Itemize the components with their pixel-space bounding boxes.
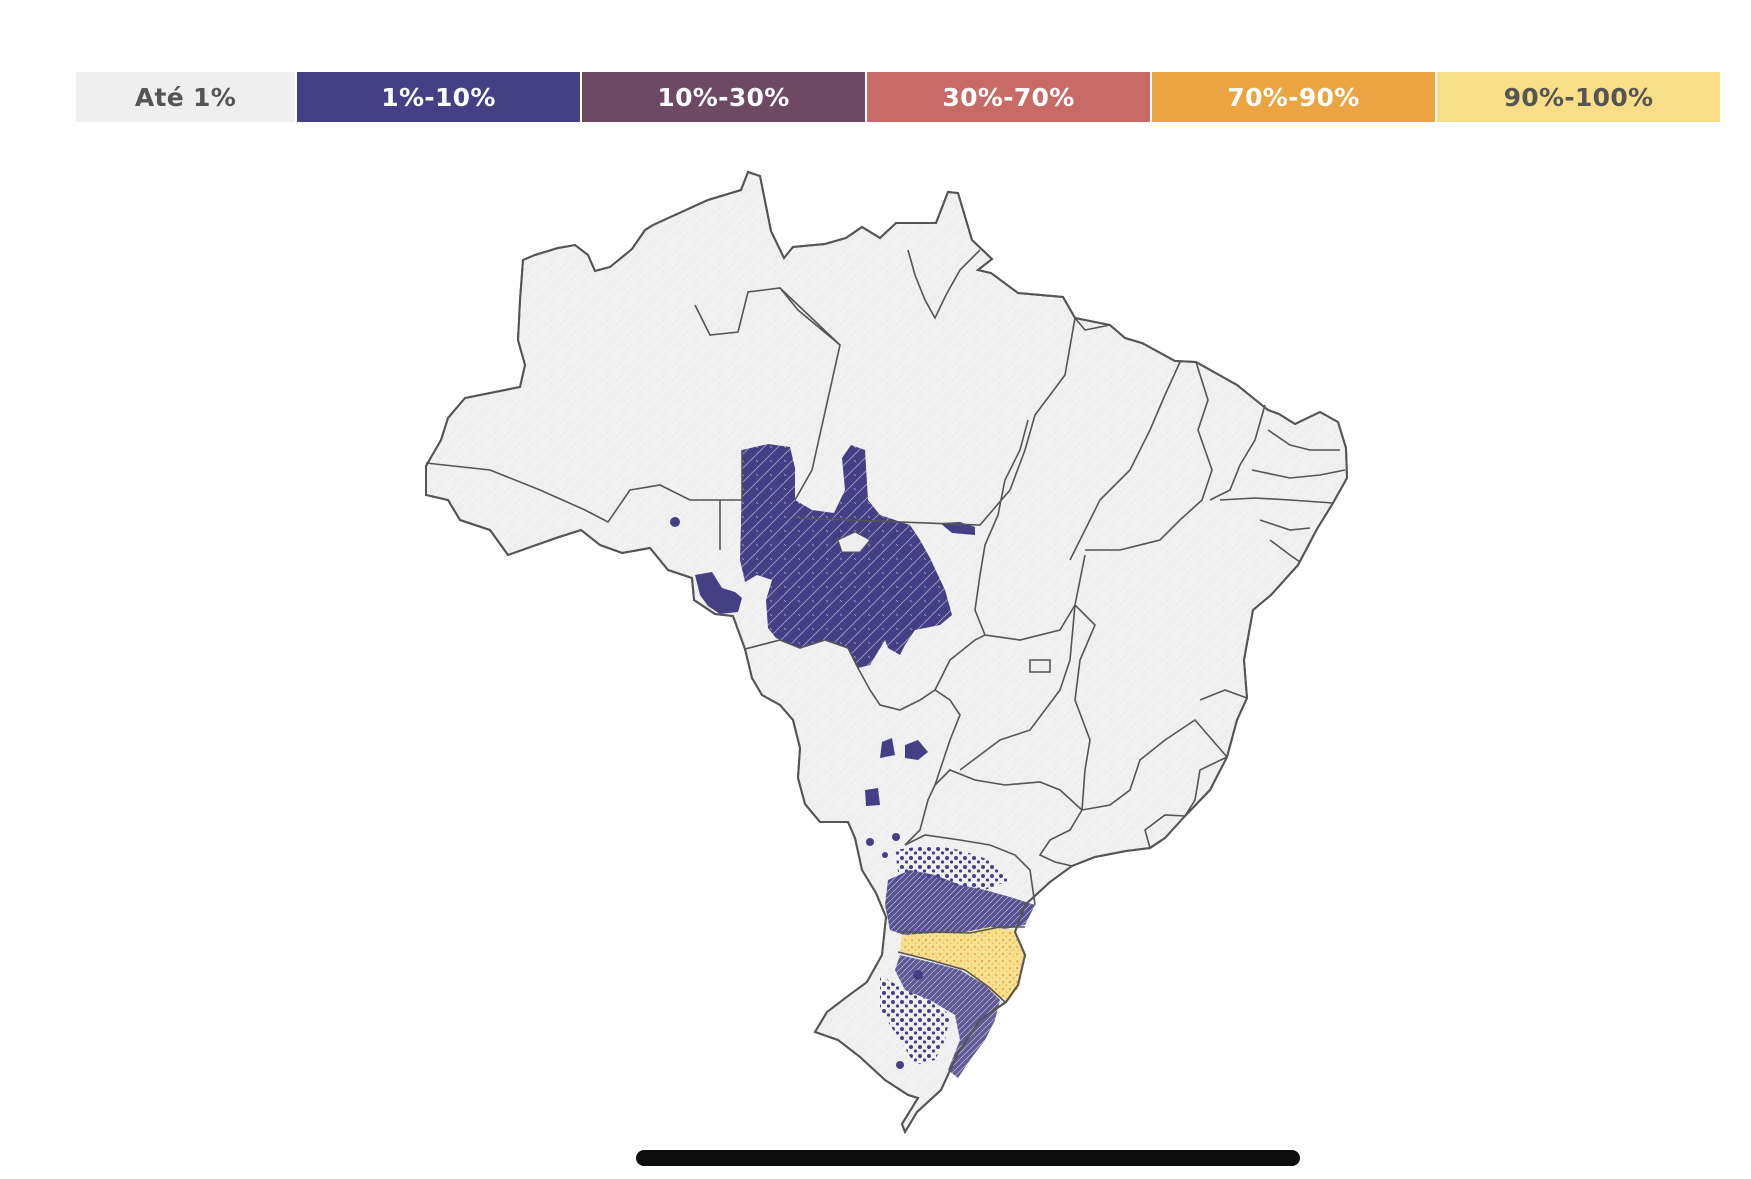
legend-item-30-70: 30%-70%: [867, 72, 1150, 122]
legend: Até 1% 1%-10% 10%-30% 30%-70% 70%-90% 90…: [76, 72, 1732, 122]
region-rondonia: [695, 572, 742, 614]
municipality-texture: [426, 172, 1347, 1132]
legend-item-ate-1: Até 1%: [76, 72, 295, 122]
home-indicator[interactable]: [636, 1150, 1300, 1166]
state-borders: [425, 249, 1346, 1003]
legend-item-1-10: 1%-10%: [297, 72, 580, 122]
legend-item-10-30: 10%-30%: [582, 72, 865, 122]
legend-item-90-100: 90%-100%: [1437, 72, 1720, 122]
legend-item-70-90: 70%-90%: [1152, 72, 1435, 122]
